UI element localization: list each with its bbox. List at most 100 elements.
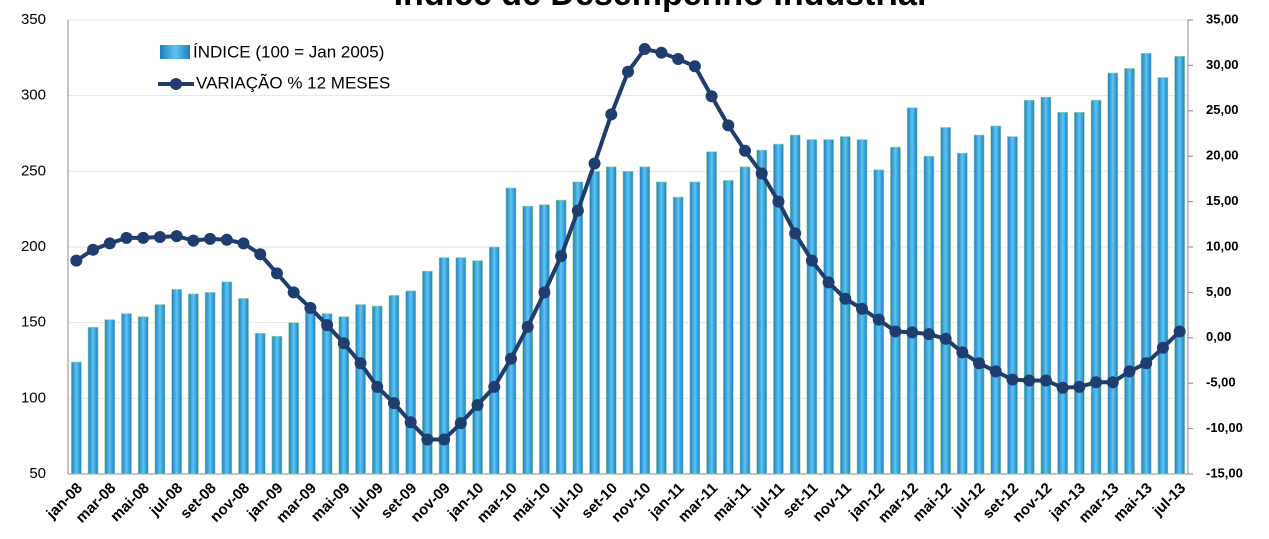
bar: [422, 270, 433, 475]
line-point: [87, 243, 100, 256]
bar: [1040, 96, 1052, 475]
line-point: [1039, 374, 1052, 387]
bar: [605, 166, 617, 475]
bar: [689, 181, 701, 475]
line-point: [404, 416, 417, 429]
line-point: [822, 276, 835, 289]
line-point: [371, 380, 384, 393]
y2-tick-label: 5,00: [1206, 284, 1231, 299]
line-point: [287, 286, 300, 299]
bar: [789, 134, 801, 475]
line-point: [789, 227, 802, 240]
bar: [455, 257, 467, 475]
line-point: [254, 248, 267, 261]
bar: [539, 204, 550, 475]
legend: ÍNDICE (100 = Jan 2005) VARIAÇÃO % 12 MES…: [158, 42, 390, 92]
line-point: [421, 433, 434, 446]
line-point: [655, 46, 668, 59]
bar: [1074, 112, 1085, 475]
bar: [940, 127, 951, 475]
bar: [137, 316, 149, 475]
line-point: [872, 313, 885, 326]
bar: [321, 313, 333, 475]
line-point: [337, 337, 350, 350]
line-point: [1006, 373, 1019, 386]
bar: [722, 180, 734, 475]
bar: [1157, 77, 1169, 475]
bar: [706, 151, 717, 475]
bar: [739, 166, 751, 475]
line-point: [922, 328, 935, 341]
bar: [154, 304, 166, 475]
bar: [773, 143, 784, 475]
line-point: [204, 232, 217, 245]
line-point: [521, 320, 534, 333]
line-point: [772, 195, 785, 208]
legend-swatch: [170, 78, 182, 90]
y2-tick-label: 10,00: [1206, 238, 1239, 253]
bar: [572, 181, 584, 475]
line-point: [187, 234, 200, 247]
line-point: [571, 204, 584, 217]
legend-label: VARIAÇÃO % 12 MESES: [196, 73, 390, 92]
bar: [238, 298, 249, 475]
line-point: [70, 254, 83, 267]
line-point: [387, 397, 400, 410]
line-point: [605, 108, 618, 121]
line-point: [906, 326, 919, 339]
line-point: [354, 357, 367, 370]
line-point: [705, 90, 718, 103]
line-point: [270, 267, 283, 280]
line-point: [939, 332, 952, 345]
bar: [188, 293, 199, 475]
line-point: [220, 233, 233, 246]
line-point: [1056, 381, 1069, 394]
bar: [756, 149, 768, 475]
x-tick-label: mai-11: [710, 480, 755, 525]
y-tick-label: 100: [21, 389, 46, 406]
y2-tick-label: -15,00: [1206, 465, 1243, 480]
line-point: [488, 380, 501, 393]
line-point: [1123, 365, 1136, 378]
line-point: [1173, 325, 1186, 338]
bar: [973, 134, 985, 475]
y2-tick-label: 30,00: [1206, 57, 1239, 72]
bar: [288, 322, 299, 475]
y2-tick-label: 0,00: [1206, 329, 1231, 344]
line-point: [471, 398, 484, 411]
bar: [923, 155, 935, 475]
bar: [472, 260, 483, 475]
bar: [957, 152, 968, 475]
bar: [906, 107, 918, 475]
line-point: [103, 237, 116, 250]
bar: [1023, 99, 1035, 475]
bar: [305, 311, 316, 475]
line-point: [304, 301, 317, 314]
bar: [622, 171, 634, 475]
bar: [823, 139, 834, 475]
y2-tick-label: 15,00: [1206, 193, 1239, 208]
bar: [639, 166, 651, 475]
bar: [672, 196, 684, 475]
line-point: [137, 231, 150, 244]
bar: [505, 187, 517, 475]
line-point: [973, 357, 986, 370]
y2-tick-label: -10,00: [1206, 420, 1243, 435]
line-point: [1073, 380, 1086, 393]
bar: [1124, 68, 1135, 475]
y2-tick-label: 25,00: [1206, 102, 1239, 117]
line-point: [755, 167, 768, 180]
bar: [656, 181, 667, 475]
line-point: [1106, 376, 1119, 389]
bar: [355, 304, 366, 475]
line-point: [989, 365, 1002, 378]
line-point: [504, 352, 517, 365]
y-tick-label: 300: [21, 87, 46, 104]
line-point: [688, 60, 701, 73]
line-point: [638, 43, 651, 56]
bar: [1107, 72, 1119, 475]
line-point: [956, 346, 969, 359]
y-tick-label: 50: [29, 465, 46, 482]
line-point: [120, 231, 133, 244]
